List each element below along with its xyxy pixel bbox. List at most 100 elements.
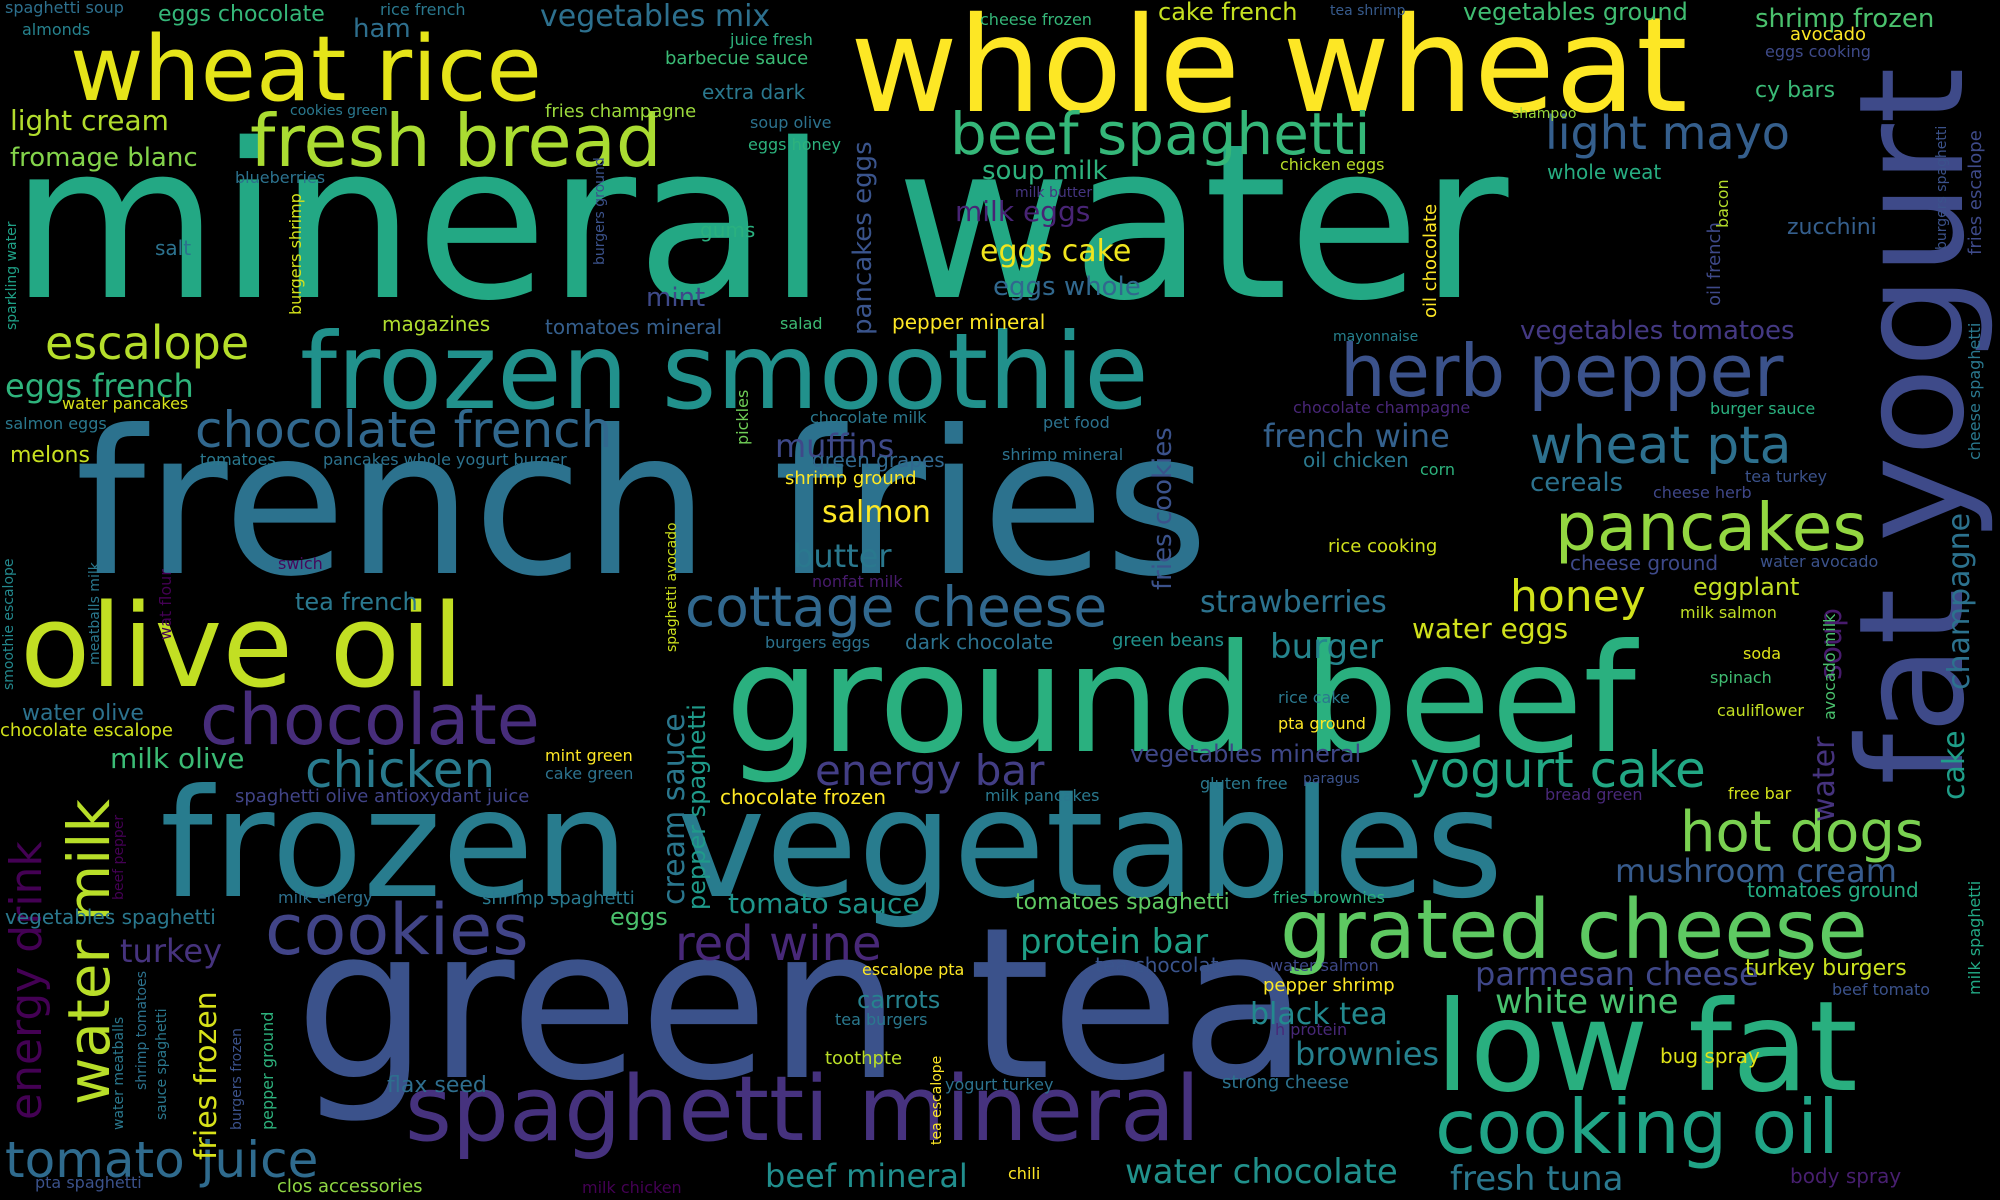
word-cake-green: cake green (545, 764, 634, 783)
word-light-cream: light cream (10, 104, 169, 137)
word-water: water (1807, 736, 1842, 822)
word-cake-french: cake french (1158, 0, 1298, 26)
word-chili: chili (1008, 1164, 1041, 1183)
word-water-pancakes: water pancakes (62, 394, 189, 413)
word-tomatoes-spaghetti: tomatoes spaghetti (1015, 890, 1230, 915)
word-vegetables-spaghetti: vegetables spaghetti (5, 905, 216, 929)
word-gluten-free: gluten free (1200, 774, 1288, 793)
word-whole-weat: whole weat (1547, 160, 1662, 184)
word-pancakes-whole-yogurt-burger: pancakes whole yogurt burger (323, 450, 567, 469)
word-beef-pepper: beef pepper (111, 814, 127, 900)
word-green-beans: green beans (1112, 630, 1225, 651)
word-eggs: eggs (610, 903, 668, 931)
word-mint: mint (646, 283, 706, 313)
word-strawberries: strawberries (1200, 585, 1387, 620)
word-magazines: magazines (382, 312, 491, 336)
word-french-fries: french fries (75, 388, 1209, 621)
word-pepper-spaghetti: pepper spaghetti (683, 704, 711, 910)
word-spinach: spinach (1710, 668, 1772, 687)
word-black-tea: black tea (1250, 997, 1388, 1032)
word-frozen-vegetables: frozen vegetables (160, 758, 1504, 932)
word-brownies: brownies (1295, 1035, 1440, 1073)
word-flax-seed: flax seed (387, 1073, 487, 1098)
word-escalope-pta: escalope pta (862, 960, 965, 979)
word-green-tea: green tea (295, 882, 1309, 1127)
word-honey: honey (1510, 571, 1646, 622)
word-pet-food: pet food (1043, 413, 1110, 432)
word-swich: swich (278, 554, 323, 573)
word-vegetables-tomatoes: vegetables tomatoes (1520, 316, 1795, 346)
word-eggs-french: eggs french (5, 367, 194, 405)
word-ground-beef: ground beef (725, 613, 1636, 787)
word-milk-eggs: milk eggs (955, 195, 1091, 228)
word-energy-bar: energy bar (815, 746, 1045, 795)
word-corn: corn (1420, 460, 1456, 479)
word-burgers-frozen: burgers frozen (229, 1027, 245, 1130)
word-gums: gums (700, 218, 756, 242)
word-pancakes-eggs: pancakes eggs (848, 141, 878, 335)
word-milk-butter: milk butter (1015, 185, 1093, 201)
word-muffins: muffins (775, 427, 895, 465)
word-fromage-blanc: fromage blanc (10, 143, 198, 173)
word-chicken-eggs: chicken eggs (1280, 155, 1385, 174)
word-light-mayo: light mayo (1545, 106, 1790, 160)
word-soup-milk: soup milk (982, 156, 1108, 186)
word-burgers-shrimp: burgers shrimp (286, 193, 305, 315)
word-spaghetti-mineral: spaghetti mineral (405, 1057, 1201, 1162)
word-carrots: carrots (857, 986, 941, 1014)
word-olive-oil: olive oil (20, 580, 464, 714)
word-frozen-smoothie: frozen smoothie (300, 311, 1149, 433)
word-eggplant: eggplant (1693, 573, 1800, 601)
word-pancakes: pancakes (1555, 489, 1867, 566)
word-eggs-chocolate: eggs chocolate (158, 2, 325, 27)
word-cheese-spaghetti: cheese spaghetti (1965, 322, 1984, 460)
word-pepper-mineral: pepper mineral (892, 310, 1046, 334)
word-salt: salt (155, 236, 192, 260)
word-tea-shrimp: tea shrimp (1330, 3, 1406, 19)
word-tea-burgers: tea burgers (835, 1010, 928, 1029)
word-tomato-juice: tomato juice (5, 1131, 319, 1189)
word-almonds: almonds (22, 20, 91, 39)
word-water-salmon: water salmon (1270, 956, 1379, 975)
word-mint-green: mint green (545, 746, 633, 765)
word-bug-spray: bug spray (1660, 1044, 1760, 1068)
word-blueberries: blueberries (235, 168, 326, 187)
word-shrimp-frozen: shrimp frozen (1755, 4, 1935, 34)
word-vegetables-ground: vegetables ground (1463, 0, 1688, 26)
word-tomatoes-mineral: tomatoes mineral (545, 315, 723, 339)
word-water-milk: water milk (55, 798, 123, 1105)
word-salad: salad (780, 314, 823, 333)
word-eggs-whole: eggs whole (993, 272, 1141, 302)
word-mayonnaise: mayonnaise (1333, 329, 1419, 345)
word-pta-spaghetti: pta spaghetti (35, 1173, 142, 1192)
word-cookies-green: cookies green (290, 103, 388, 119)
word-cheese-ground: cheese ground (1570, 551, 1719, 575)
word-cheese-herb: cheese herb (1653, 483, 1752, 502)
word-milk-salmon: milk salmon (1680, 603, 1777, 622)
word-chicken: chicken (305, 741, 496, 799)
word-sauce-spaghetti: sauce spaghetti (154, 1008, 170, 1120)
word-shrimp-ground: shrimp ground (785, 468, 917, 489)
word-shrimp-mineral: shrimp mineral (1002, 445, 1124, 464)
word-wheat-pta: wheat pta (1530, 416, 1792, 476)
word-clos-accessories: clos accessories (277, 1176, 423, 1197)
word-water-avocado: water avocado (1760, 552, 1879, 571)
word-milk-spaghetti: milk spaghetti (1965, 880, 1984, 995)
word-salmon-eggs: salmon eggs (5, 414, 107, 433)
word-tea-escalope: tea escalope (929, 1055, 945, 1145)
word-spaghetti-avocado: spaghetti avocado (664, 522, 680, 652)
word-tea-turkey: tea turkey (1745, 467, 1828, 486)
word-soup-olive: soup olive (750, 113, 832, 132)
word-water-chocolate: water chocolate (1125, 1152, 1398, 1192)
word-fries-frozen: fries frozen (189, 991, 224, 1160)
word-herb-pepper: herb pepper (1340, 329, 1784, 413)
word-sparkling-water: sparkling water (4, 221, 20, 331)
word-rice-french: rice french (380, 0, 466, 19)
word-salmon: salmon (822, 495, 931, 530)
word-beef-spaghetti: beef spaghetti (950, 100, 1371, 168)
word-juice-fresh: juice fresh (730, 30, 813, 49)
word-free-bar: free bar (1728, 784, 1792, 803)
word-fries-champagne: fries champagne (545, 101, 697, 122)
word-burgers-spaghetti: burgers spaghetti (1934, 125, 1950, 250)
